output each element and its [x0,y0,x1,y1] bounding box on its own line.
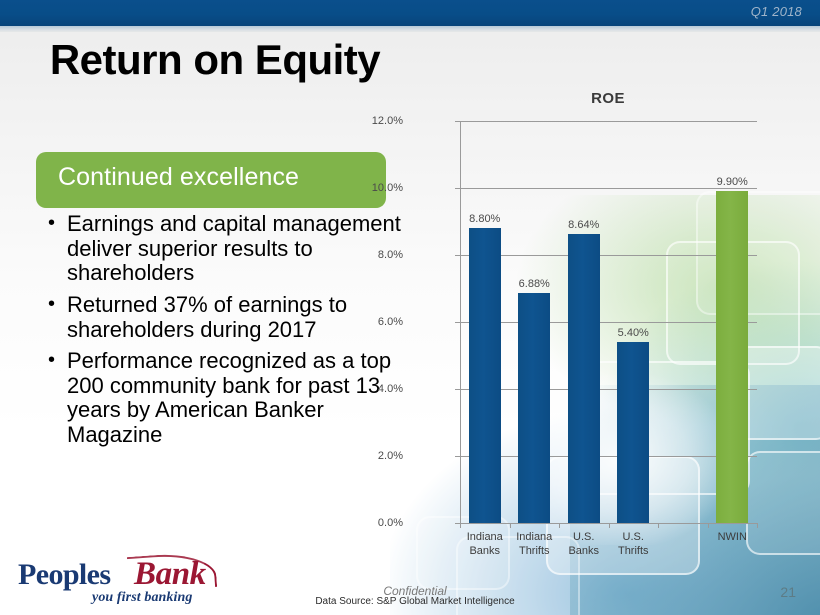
header-band [0,0,820,26]
chart-bar-value-label: 5.40% [617,327,649,340]
chart-bar-fill [468,228,501,523]
chart-gridline [460,255,757,256]
list-item: • Returned 37% of earnings to shareholde… [42,291,402,342]
chart-gridline [460,456,757,457]
list-item-text: Earnings and capital management deliver … [67,211,401,286]
chart-bar[interactable]: 8.80% [468,213,501,523]
chart-y-tick-mark [455,389,460,390]
chart-plot-area: 0.0% 2.0% 4.0% 6.0% 8.0% 10.0% 12.0% 8.80% India… [372,115,758,557]
list-item: • Performance recognized as a top 200 co… [42,348,402,448]
chart-bar-value-label: 8.64% [568,218,600,231]
chart-bar-value-label: 6.88% [518,277,550,290]
chart-y-tick-label: 12.0% [371,115,403,127]
confidential-label: Confidential [383,584,447,598]
chart-x-tick-mark [707,523,709,528]
chart-gridline [460,188,757,189]
chart-x-tick-mark [757,523,758,528]
chart-y-tick-mark [455,121,460,122]
logo-secondary-text: Bank [134,556,206,592]
chart-x-tick-mark [608,523,610,528]
list-item: • Earnings and capital management delive… [42,211,402,286]
chart-bar-fill [716,191,749,523]
bullet-marker-icon: • [48,349,56,372]
chart-y-tick-label: 0.0% [377,517,403,529]
chart-y-tick-mark [455,523,460,524]
list-item-text: Returned 37% of earnings to shareholders… [67,291,348,342]
highlight-callout: Continued excellence [36,152,386,208]
chart-bar-value-label: 9.90% [716,176,748,189]
list-item-text: Performance recognized as a top 200 comm… [67,348,392,447]
chart-bar[interactable]: 6.88% [518,278,551,523]
chart-y-tick-label: 2.0% [377,450,403,462]
logo-tagline: you first banking [92,590,193,605]
chart-bar-fill [518,292,551,523]
chart-y-tick-label: 6.0% [377,316,403,328]
chart-bar-fill [567,233,600,523]
header-band-underline [0,26,820,32]
chart-x-tick-mark [559,523,560,528]
chart-y-tick-mark [455,456,460,457]
bullet-list: • Earnings and capital management delive… [42,211,402,455]
quarter-label: Q1 2018 [750,4,802,19]
chart-x-category-label: U.S. Banks [568,531,600,557]
chart-x-category-label: U.S. Thrifts [617,531,649,557]
data-source-label: Data Source: S&P Global Market Intellige… [315,596,515,607]
roe-bar-chart: ROE 0.0% 2.0% 4.0% 6.0% 8.0% 10.0% 12.0% 8.80% I… [372,88,808,566]
chart-gridline [460,121,757,122]
chart-x-tick-mark [509,523,511,528]
chart-y-tick-mark [455,322,460,323]
logo-primary-text: Peoples [18,558,111,591]
chart-gridline [460,389,757,390]
chart-bar-fill [617,342,650,523]
chart-title: ROE [591,90,625,107]
chart-x-tick-mark [460,523,461,528]
bullet-marker-icon: • [48,212,56,234]
chart-y-tick-label: 10.0% [371,182,403,194]
chart-y-tick-label: 8.0% [377,249,403,261]
chart-y-tick-mark [455,255,460,256]
page-number: 21 [780,584,796,600]
chart-y-tick-label: 4.0% [377,383,403,395]
chart-x-tick-mark [658,523,659,528]
chart-gridline [460,322,757,323]
chart-y-tick-mark [455,188,460,189]
chart-bar-value-label: 8.80% [469,213,501,226]
chart-bar[interactable]: 8.64% [567,219,600,523]
company-logo: Peoples Bank you first banking [16,550,226,608]
chart-x-category-label: NWIN [717,531,747,543]
page-title: Return on Equity [49,36,381,83]
bullet-marker-icon: • [48,292,56,315]
chart-bar[interactable]: 9.90% [716,176,749,523]
chart-bar[interactable]: 5.40% [617,327,650,523]
chart-x-category-label: Indiana Banks [466,531,503,557]
chart-x-category-label: Indiana Thrifts [516,531,553,557]
